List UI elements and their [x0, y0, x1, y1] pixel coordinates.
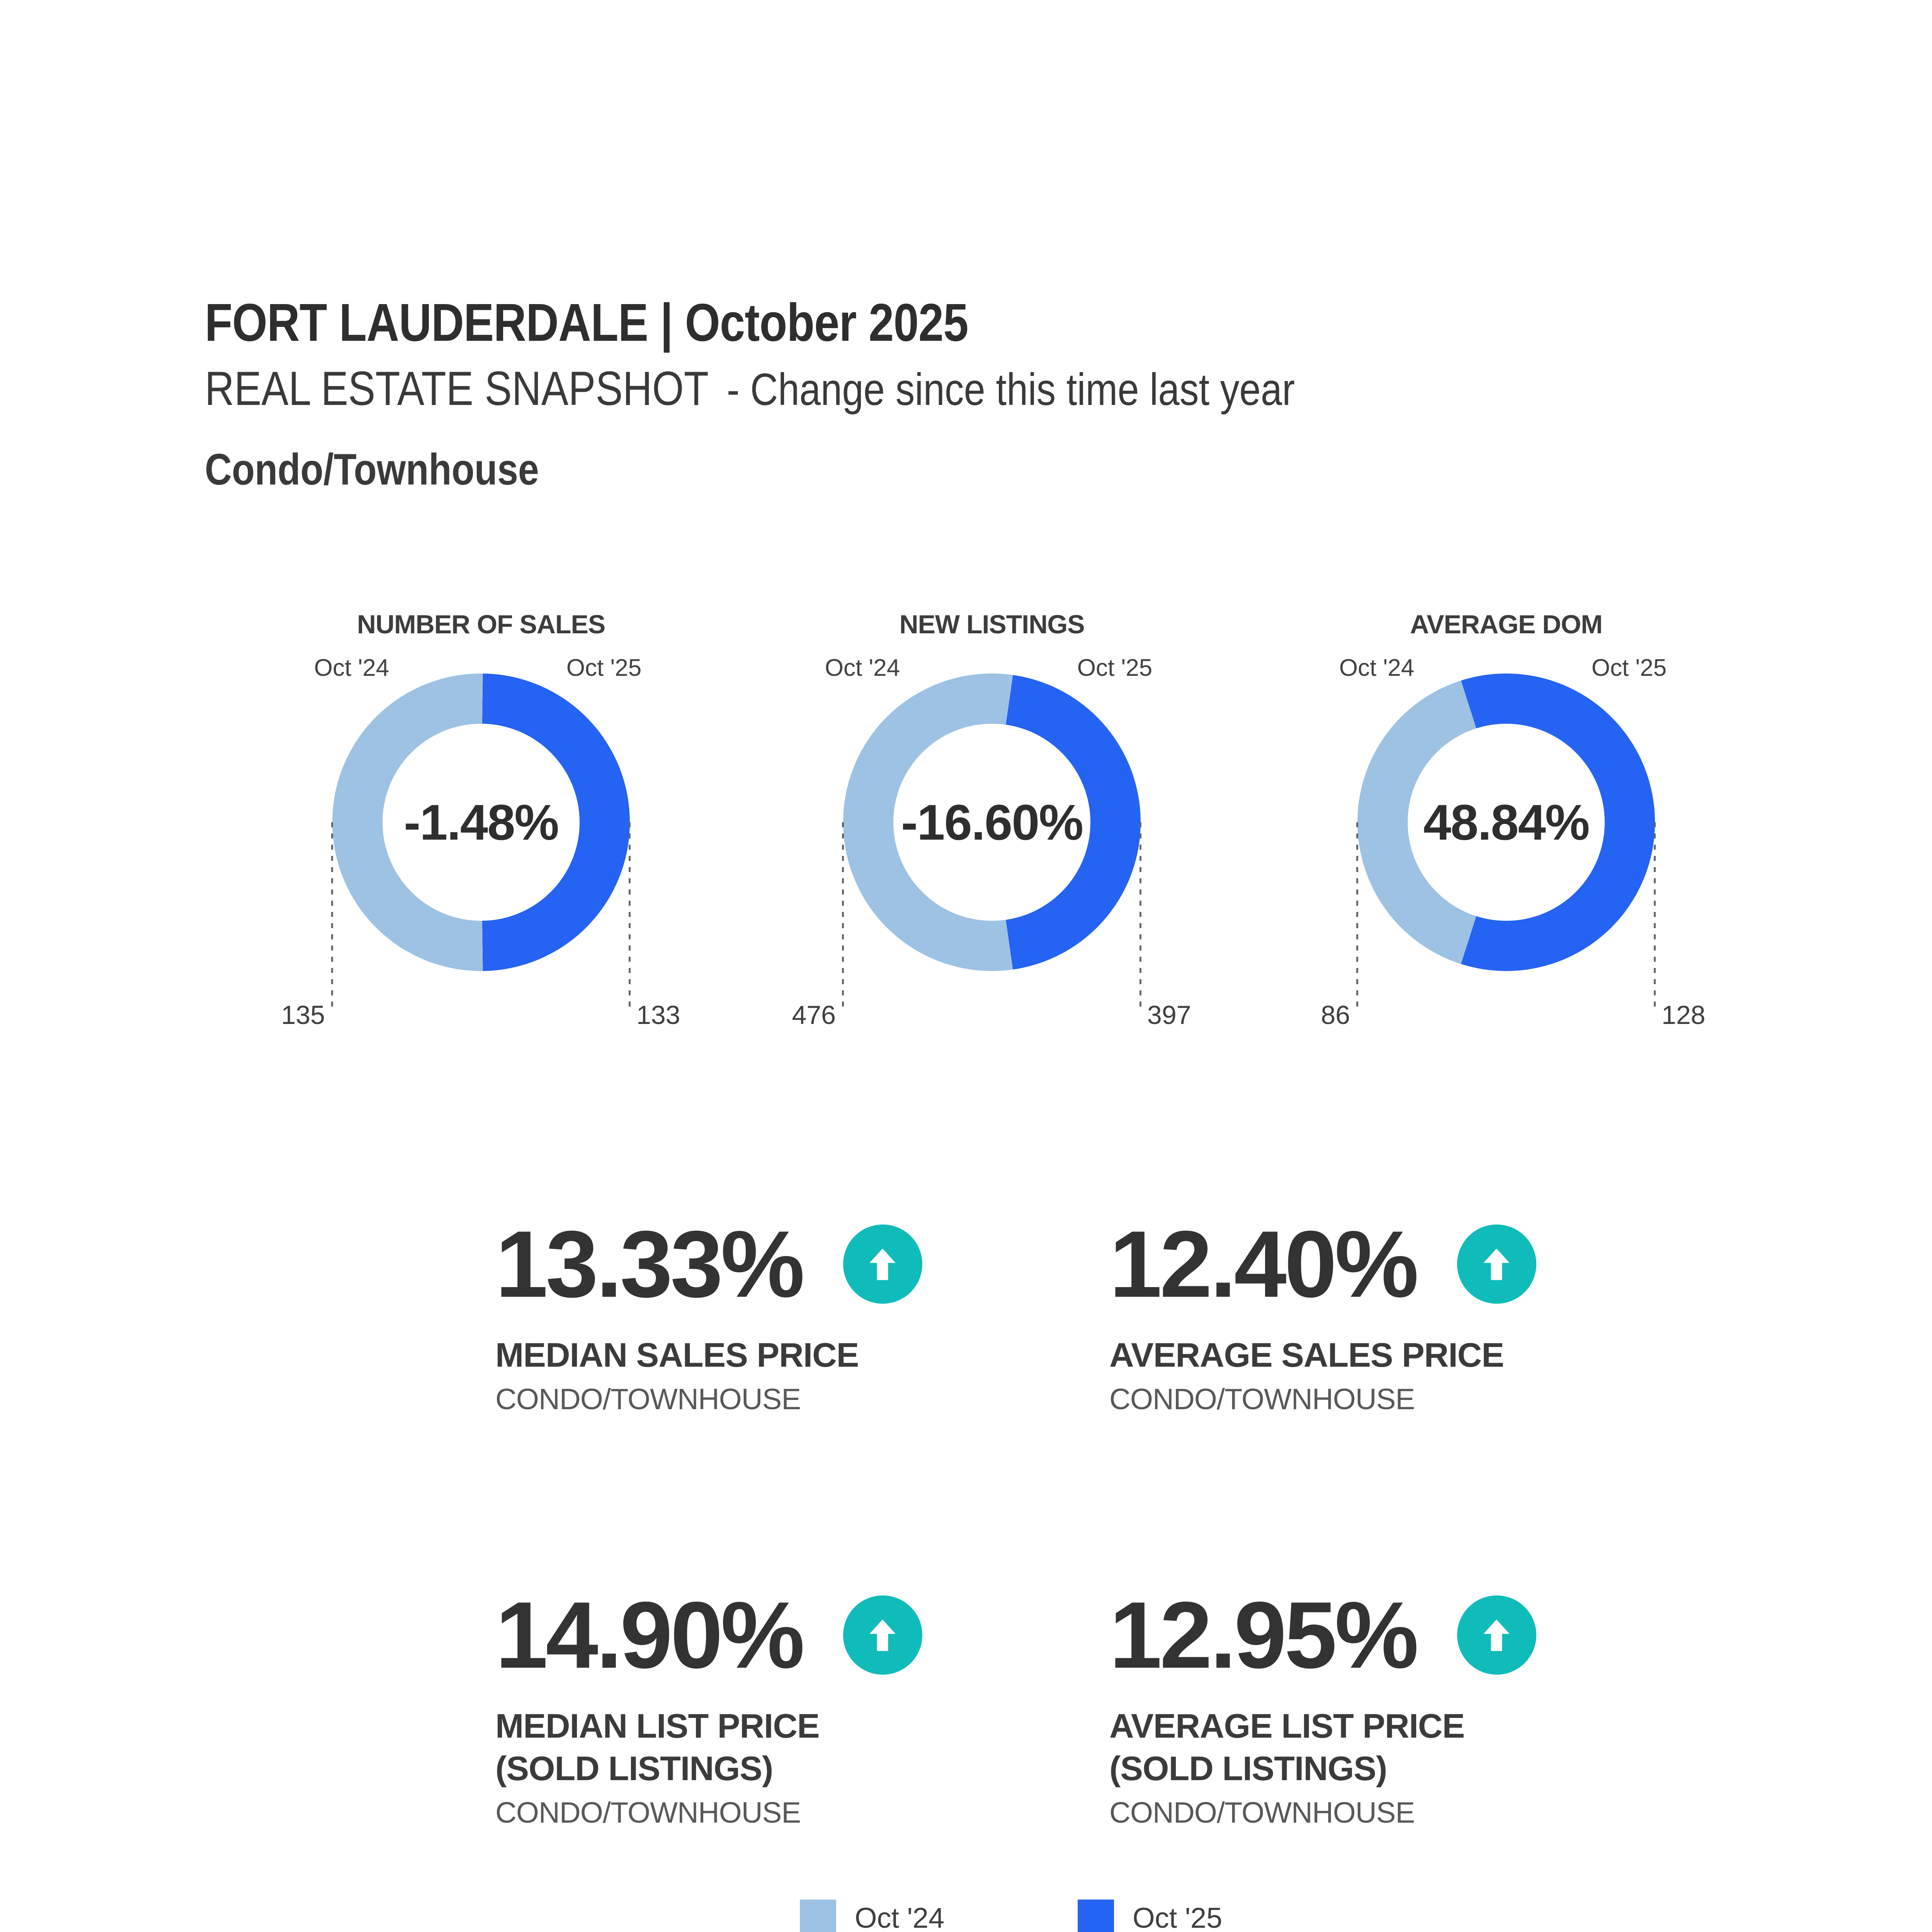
subtitle-note: - Change since this time last year [726, 364, 1295, 415]
legend: Oct '24 Oct '25 [800, 1900, 1222, 1932]
donut-series-label-oct24: Oct '24 [314, 655, 389, 681]
stat-sublabel: CONDO/TOWNHOUSE [1109, 1796, 1415, 1829]
donut-ring: -1.48% [332, 673, 630, 971]
callout-line-right [1139, 822, 1141, 1007]
donut-hole: -16.60% [893, 724, 1090, 921]
donut-series-label-oct25: Oct '25 [1077, 655, 1153, 681]
legend-swatch-oct24 [800, 1900, 836, 1932]
legend-swatch-oct25 [1078, 1900, 1114, 1932]
callout-line-right [629, 822, 631, 1007]
chart-title: NUMBER OF SALES [357, 610, 605, 639]
value-oct24: 476 [792, 1000, 836, 1030]
subtitle-main: REAL ESTATE SNAPSHOT [205, 362, 709, 415]
stat-label: MEDIAN SALES PRICE [495, 1336, 859, 1374]
donut-ring: -16.60% [843, 673, 1141, 971]
stat-label: MEDIAN LIST PRICE (SOLD LISTINGS) [495, 1707, 820, 1787]
stat-median-list-price: 14.90% MEDIAN LIST PRICE (SOLD LISTINGS)… [495, 1588, 1098, 1832]
value-oct24: 86 [1321, 1000, 1350, 1030]
callout-line-left [1356, 822, 1358, 1007]
value-oct25: 397 [1147, 1000, 1191, 1030]
donut-hole: 48.84% [1408, 724, 1605, 921]
page-subtitle: REAL ESTATE SNAPSHOT - Change since this … [205, 361, 1295, 416]
legend-label-oct24: Oct '24 [855, 1901, 945, 1932]
chart-title: AVERAGE DOM [1410, 610, 1603, 639]
donut-hole: -1.48% [383, 724, 580, 921]
stat-value: 12.40% [1109, 1211, 1419, 1317]
donut-center-value: -16.60% [901, 794, 1083, 850]
donut-chart-average-dom: AVERAGE DOM Oct '24 Oct '25 48.84% 86 12… [1274, 591, 1738, 1086]
stat-average-sales-price: 12.40% AVERAGE SALES PRICE CONDO/TOWNHOU… [1109, 1217, 1712, 1418]
stat-sublabel: CONDO/TOWNHOUSE [495, 1796, 801, 1829]
donut-chart-number-of-sales: NUMBER OF SALES Oct '24 Oct '25 -1.48% 1… [249, 591, 713, 1086]
stat-average-list-price: 12.95% AVERAGE LIST PRICE (SOLD LISTINGS… [1109, 1588, 1712, 1832]
value-oct25: 133 [636, 1000, 680, 1030]
property-type-label: Condo/Townhouse [205, 445, 539, 494]
up-arrow-icon [1457, 1595, 1536, 1675]
donut-center-value: -1.48% [404, 794, 559, 850]
page-title: FORT LAUDERDALE | October 2025 [205, 293, 969, 352]
value-oct24: 135 [281, 1000, 325, 1030]
chart-title: NEW LISTINGS [899, 610, 1085, 639]
up-arrow-icon [843, 1225, 922, 1304]
stat-median-sales-price: 13.33% MEDIAN SALES PRICE CONDO/TOWNHOUS… [495, 1217, 1098, 1418]
callout-line-left [842, 822, 844, 1007]
donut-series-label-oct24: Oct '24 [1339, 655, 1415, 681]
donut-ring: 48.84% [1357, 673, 1655, 971]
stat-label: AVERAGE LIST PRICE (SOLD LISTINGS) [1109, 1707, 1465, 1787]
donut-center-value: 48.84% [1423, 794, 1590, 850]
stat-value: 13.33% [495, 1211, 805, 1317]
stat-value: 14.90% [495, 1582, 805, 1688]
donut-chart-new-listings: NEW LISTINGS Oct '24 Oct '25 -16.60% 476… [760, 591, 1224, 1086]
donut-series-label-oct24: Oct '24 [825, 655, 900, 681]
callout-line-right [1654, 822, 1656, 1007]
up-arrow-icon [1457, 1225, 1536, 1304]
stat-sublabel: CONDO/TOWNHOUSE [495, 1383, 801, 1416]
callout-line-left [331, 822, 333, 1007]
value-oct25: 128 [1662, 1000, 1706, 1030]
donut-series-label-oct25: Oct '25 [1591, 655, 1667, 681]
stat-value: 12.95% [1109, 1582, 1419, 1688]
legend-label-oct25: Oct '25 [1133, 1901, 1223, 1932]
stat-sublabel: CONDO/TOWNHOUSE [1109, 1383, 1415, 1416]
up-arrow-icon [843, 1595, 922, 1675]
donut-series-label-oct25: Oct '25 [566, 655, 642, 681]
stat-label: AVERAGE SALES PRICE [1109, 1336, 1504, 1374]
